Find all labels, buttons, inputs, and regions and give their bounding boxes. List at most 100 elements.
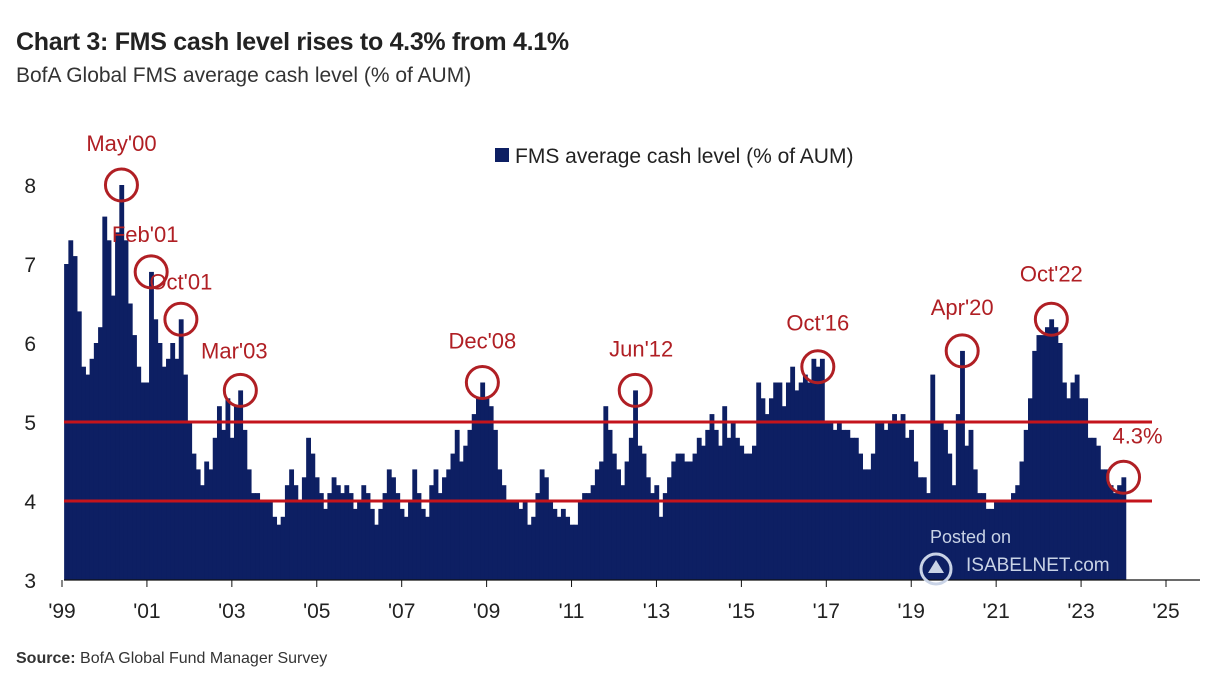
- bar: [968, 429, 974, 580]
- bar: [637, 445, 643, 580]
- bar: [1108, 485, 1114, 580]
- bar: [144, 382, 150, 580]
- bar: [603, 406, 609, 580]
- bar: [960, 350, 965, 580]
- bar: [123, 240, 129, 581]
- bar: [590, 485, 596, 580]
- x-tick-label: '09: [473, 600, 500, 623]
- bar: [811, 358, 817, 580]
- bar: [785, 382, 791, 580]
- bar: [280, 516, 286, 580]
- bar: [242, 429, 248, 580]
- annotation-label: Dec'08: [448, 329, 516, 354]
- bar: [195, 469, 201, 580]
- bar: [904, 437, 910, 580]
- y-tick-label: 7: [24, 254, 36, 277]
- bar: [913, 461, 919, 580]
- annotation-circle: [617, 372, 653, 408]
- bar: [1015, 485, 1021, 580]
- bar: [72, 256, 78, 580]
- bar: [476, 398, 481, 580]
- bar: [760, 398, 766, 580]
- bar: [204, 461, 210, 580]
- source-label: Source:: [16, 650, 76, 667]
- bar: [454, 429, 460, 580]
- bar: [1087, 437, 1093, 580]
- annotation-circle: [1106, 459, 1142, 495]
- bar: [1002, 501, 1008, 580]
- annotation-label: 4.3%: [1112, 423, 1162, 448]
- bar: [1078, 398, 1084, 580]
- bar: [208, 469, 214, 580]
- bar: [365, 493, 371, 580]
- bar: [1117, 485, 1123, 580]
- bar: [335, 485, 341, 580]
- bar: [442, 477, 447, 580]
- bar: [259, 501, 265, 580]
- bar: [756, 382, 762, 580]
- bar: [276, 524, 282, 580]
- bar: [977, 493, 982, 580]
- annotation-label: Mar'03: [201, 338, 268, 363]
- bar: [679, 453, 685, 580]
- bar: [153, 319, 159, 580]
- bar: [1036, 335, 1042, 580]
- bar: [1061, 382, 1067, 580]
- bar: [739, 445, 745, 580]
- watermark-posted: Posted on: [930, 527, 1012, 547]
- bar: [654, 485, 660, 580]
- bar: [917, 477, 923, 580]
- bar: [594, 469, 600, 580]
- bar: [582, 493, 587, 580]
- bar: [985, 508, 991, 580]
- bar: [790, 366, 796, 580]
- x-tick-label: '13: [643, 600, 670, 623]
- annotation-circle: [1033, 301, 1069, 337]
- bar: [361, 485, 367, 580]
- bar: [705, 429, 711, 580]
- bar: [119, 185, 125, 580]
- bar: [272, 516, 278, 580]
- bar: [497, 469, 503, 580]
- bar: [170, 343, 176, 580]
- bar: [726, 437, 732, 580]
- bar: [352, 508, 358, 580]
- bar: [1044, 327, 1050, 580]
- annotations: May'00 Feb'01 Oct'01 Mar'03 Dec'08 Jun'12 Oct'…: [86, 131, 1163, 495]
- bar: [684, 461, 689, 580]
- x-tick-label: '17: [813, 600, 840, 623]
- bar: [1053, 327, 1059, 580]
- x-tick-label: '03: [218, 600, 245, 623]
- bar: [127, 303, 133, 580]
- bar: [429, 485, 435, 580]
- annotation-circle: [163, 301, 199, 337]
- bar: [900, 414, 906, 580]
- bar: [318, 493, 324, 580]
- bar: [446, 469, 452, 580]
- bar: [136, 366, 142, 580]
- bar: [327, 493, 333, 580]
- annotation-label: Oct'16: [786, 311, 849, 336]
- bar: [548, 501, 554, 580]
- bar: [650, 493, 655, 580]
- bar: [310, 453, 316, 580]
- bar: [467, 429, 473, 580]
- bar: [565, 516, 571, 580]
- bar: [399, 508, 405, 580]
- bar: [832, 429, 838, 580]
- bar: [263, 501, 269, 580]
- bar: [85, 374, 91, 580]
- bar: [221, 429, 227, 580]
- bar: [488, 406, 494, 580]
- bar: [306, 437, 311, 580]
- bar: [1070, 382, 1076, 580]
- legend: FMS average cash level (% of AUM): [495, 145, 853, 168]
- bar: [539, 469, 545, 580]
- x-tick-label: '19: [898, 600, 925, 623]
- bar: [1121, 477, 1127, 580]
- bar: [620, 485, 626, 580]
- bar: [781, 406, 787, 580]
- bar: [1100, 469, 1106, 580]
- bar: [166, 358, 171, 580]
- bar: [972, 469, 978, 580]
